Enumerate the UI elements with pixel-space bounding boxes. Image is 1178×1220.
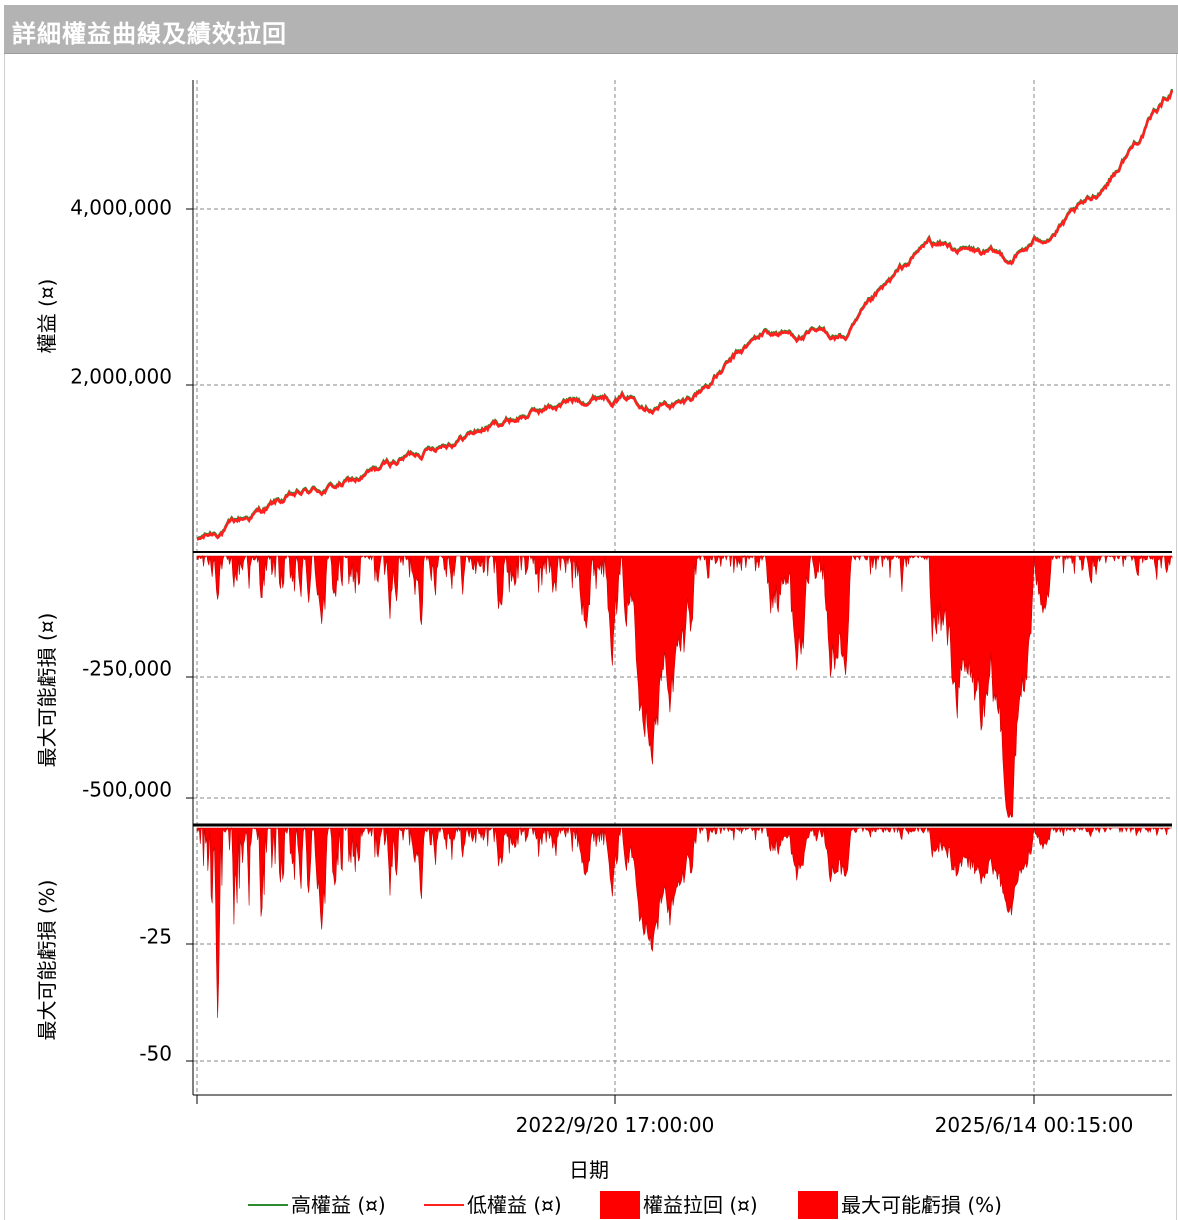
drawdown-percent-panel: -25 -50 最大可能虧損 (%)	[35, 826, 1172, 1066]
title-bar: 詳細權益曲線及績效拉回	[4, 5, 1178, 54]
drawdown-currency-panel: -250,000 -500,000 最大可能虧損 (¤)	[35, 554, 1173, 818]
window-title: 詳細權益曲線及績效拉回	[12, 20, 287, 48]
y-tick-label: -25	[139, 925, 172, 949]
y-axis-label: 最大可能虧損 (¤)	[35, 613, 59, 768]
legend-swatch-drawdown	[600, 1191, 640, 1219]
series-line-high	[196, 88, 1174, 540]
drawdown-percent-area	[196, 826, 1172, 1018]
y-axis-label: 權益 (¤)	[35, 279, 59, 354]
x-tick-label: 2022/9/20 17:00:00	[516, 1113, 715, 1137]
y-tick-label: 4,000,000	[70, 196, 172, 220]
drawdown-currency-area	[196, 554, 1173, 818]
legend-swatch-maxloss	[798, 1191, 838, 1219]
x-tick-label: 2025/6/14 00:15:00	[935, 1113, 1134, 1137]
y-axis-label: 最大可能虧損 (%)	[35, 880, 59, 1041]
equity-panel: 4,000,000 2,000,000 權益 (¤)	[35, 88, 1174, 541]
y-tick-label: 2,000,000	[70, 365, 172, 389]
series-line-low	[196, 89, 1174, 541]
legend-label-maxloss: 最大可能虧損 (%)	[841, 1193, 1002, 1217]
legend-label-drawdown: 權益拉回 (¤)	[643, 1193, 758, 1217]
chart-frame	[4, 54, 1177, 1220]
y-tick-label: -50	[139, 1042, 172, 1066]
y-tick-label: -500,000	[82, 778, 172, 802]
x-axis-label: 日期	[569, 1158, 609, 1182]
y-tick-label: -250,000	[82, 657, 172, 681]
legend-label-high: 高權益 (¤)	[291, 1193, 386, 1217]
legend: 高權益 (¤) 低權益 (¤) 權益拉回 (¤) 最大可能虧損 (%)	[248, 1191, 1002, 1219]
legend-label-low: 低權益 (¤)	[467, 1193, 562, 1217]
